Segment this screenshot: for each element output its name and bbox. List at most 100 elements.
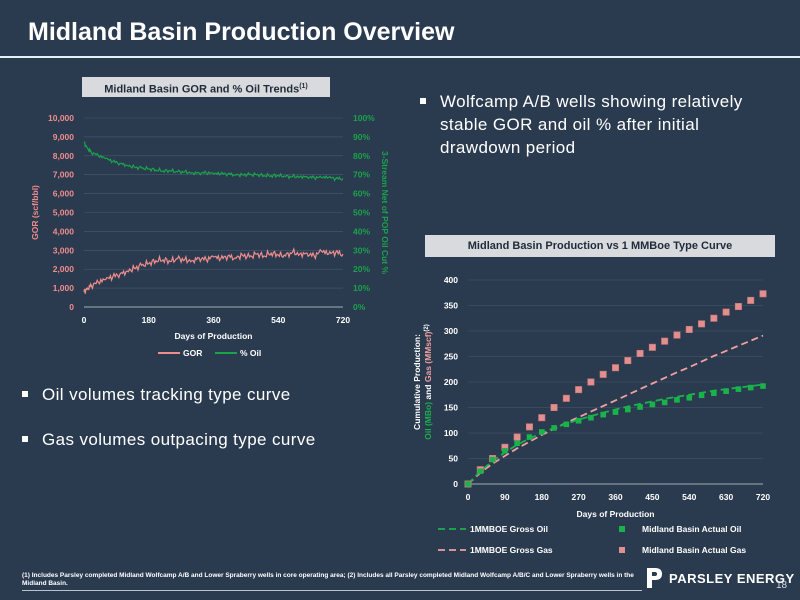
y-axis-label-gas: Gas (MMscf): [423, 331, 433, 382]
gas-actual-point: [624, 357, 632, 365]
gas-actual-point: [648, 343, 656, 351]
gor-chart-title-bar: Midland Basin GOR and % Oil Trends(1): [82, 77, 330, 97]
x-tick-label: 540: [682, 492, 696, 502]
oil-actual-point: [489, 456, 496, 463]
y-tick-label: 6,000: [53, 189, 75, 199]
bullet-item: Oil volumes tracking type curve: [22, 383, 402, 406]
y-tick-label: 0: [453, 479, 458, 489]
y2-tick-label: 80%: [353, 151, 370, 161]
oil-actual-point: [588, 414, 594, 421]
x-tick-label: 180: [142, 315, 156, 325]
x-tick-label: 720: [336, 315, 350, 325]
x-tick-label: 720: [756, 492, 770, 502]
x-tick-label: 180: [535, 492, 549, 502]
top-bullets: Wolfcamp A/B wells showing relatively st…: [420, 90, 760, 159]
bullet-text: Gas volumes outpacing type curve: [42, 430, 316, 449]
bullet-text: Wolfcamp A/B wells showing relatively st…: [440, 92, 743, 157]
legend-oil-type-label: 1MMBOE Gross Oil: [470, 524, 548, 534]
oil-actual-point: [575, 417, 582, 424]
gas-actual-point: [599, 370, 607, 378]
production-chart-title: Midland Basin Production vs 1 MMBoe Type…: [467, 240, 733, 252]
oil-actual-point: [514, 440, 520, 446]
y-axis-label-note: (2): [424, 324, 430, 331]
gas-actual-point: [673, 331, 681, 339]
oil-actual-point: [563, 421, 570, 428]
y2-tick-label: 10%: [353, 283, 370, 293]
y-axis-label-line2: Oil (MBo) and Gas (MMscf)(2): [423, 324, 433, 440]
y-axis-label: GOR (scf/bbl): [30, 185, 40, 240]
x-tick-label: 0: [466, 492, 471, 502]
bullet-item: Wolfcamp A/B wells showing relatively st…: [420, 90, 760, 159]
gas-actual-point: [538, 414, 546, 422]
x-tick-label: 270: [572, 492, 586, 502]
bullet-square-icon: [420, 98, 426, 104]
footnote: (1) Includes Parsley completed Midland W…: [22, 572, 634, 587]
y2-tick-label: 30%: [353, 245, 370, 255]
y2-tick-label: 50%: [353, 208, 370, 218]
bullet-text: Oil volumes tracking type curve: [42, 385, 291, 404]
bullet-item: Gas volumes outpacing type curve: [22, 428, 402, 451]
y2-axis-label: 3-Stream Net of POP Oil Cut %: [380, 151, 390, 275]
y-tick-label: 4,000: [53, 226, 75, 236]
bullet-square-icon: [22, 436, 28, 442]
gas-actual-point: [734, 303, 742, 311]
x-tick-label: 360: [608, 492, 622, 502]
oil-actual-point: [465, 481, 471, 487]
oil-pct-series-line: [83, 141, 344, 182]
oil-actual-point: [637, 404, 643, 410]
y-tick-label: 1,000: [53, 283, 75, 293]
gas-actual-point: [562, 394, 570, 402]
y2-tick-label: 40%: [353, 226, 370, 236]
legend-gas-actual-label: Midland Basin Actual Gas: [642, 545, 746, 555]
gas-type-curve-line: [467, 334, 764, 485]
x-tick-label: 0: [82, 315, 87, 325]
y-tick-label: 300: [444, 326, 458, 336]
x-tick-label: 630: [719, 492, 733, 502]
gas-actual-point: [513, 433, 521, 441]
y2-tick-label: 70%: [353, 170, 370, 180]
legend-oil-actual-label: Midland Basin Actual Oil: [642, 524, 741, 534]
y-tick-label: 2,000: [53, 264, 75, 274]
y-axis-label-line1: Cumulative Production:: [412, 334, 422, 430]
oil-actual-point: [624, 406, 631, 413]
y-tick-label: 10,000: [48, 113, 74, 123]
gas-actual-point: [710, 314, 718, 322]
y-axis-label-and: and: [423, 382, 433, 402]
gas-actual-point: [587, 378, 595, 386]
production-chart-title-bar: Midland Basin Production vs 1 MMBoe Type…: [425, 235, 775, 257]
gas-actual-point: [661, 337, 669, 345]
y-tick-label: 400: [444, 275, 458, 285]
x-axis-label: Days of Production: [577, 509, 655, 519]
oil-actual-point: [698, 392, 705, 399]
oil-actual-point: [502, 448, 508, 454]
gas-actual-point: [612, 364, 620, 372]
legend-oil-label: % Oil: [240, 348, 261, 358]
oil-actual-point: [612, 409, 619, 415]
legend-gas-actual-swatch: [619, 547, 625, 553]
legend-gas-type-label: 1MMBOE Gross Gas: [470, 545, 553, 555]
y-tick-label: 3,000: [53, 245, 75, 255]
page-title: Midland Basin Production Overview: [28, 18, 455, 46]
oil-actual-point: [747, 384, 754, 391]
y-tick-label: 50: [449, 454, 459, 464]
gas-actual-point: [698, 320, 706, 328]
oil-actual-point: [551, 425, 557, 431]
y-tick-label: 0: [69, 302, 74, 312]
gas-actual-point: [685, 325, 693, 333]
oil-actual-point: [686, 395, 693, 401]
page-number: 18: [776, 580, 788, 591]
oil-actual-point: [526, 434, 533, 440]
legend-oil-actual-swatch: [619, 526, 625, 532]
y-tick-label: 100: [444, 428, 458, 438]
oil-actual-point: [674, 397, 680, 403]
oil-actual-point: [600, 411, 607, 418]
y2-tick-label: 100%: [353, 113, 375, 123]
y2-tick-label: 20%: [353, 264, 370, 274]
footer-divider: [22, 590, 642, 591]
bullet-square-icon: [22, 391, 28, 397]
gor-chart-title: Midland Basin GOR and % Oil Trends: [104, 83, 300, 96]
oil-actual-point: [723, 388, 729, 394]
oil-actual-point: [661, 399, 668, 406]
oil-actual-point: [538, 429, 545, 435]
oil-actual-point: [711, 390, 717, 397]
